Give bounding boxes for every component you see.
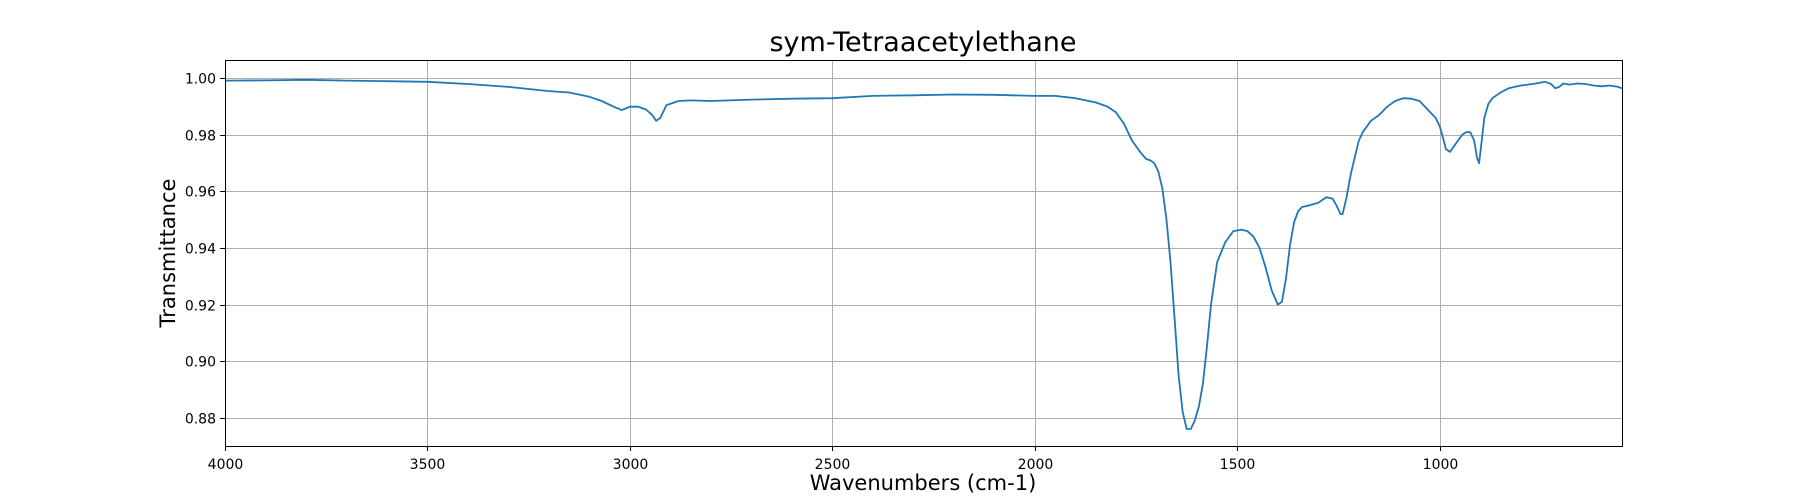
x-tick-label: 3500 <box>410 457 446 473</box>
x-tick-label: 3000 <box>613 457 649 473</box>
series-line-0 <box>224 78 1623 430</box>
y-tick-label: 0.92 <box>185 299 216 315</box>
y-tick-label: 0.88 <box>185 412 216 428</box>
x-axis-label: Wavenumbers (cm-1) <box>810 471 1037 495</box>
x-tick-label: 4000 <box>208 457 244 473</box>
y-tick-label: 0.96 <box>185 185 216 201</box>
x-tick-label: 1000 <box>1423 457 1459 473</box>
plot-frame <box>225 60 1623 447</box>
series-layer <box>224 78 1623 430</box>
chart-title: sym-Tetraacetylethane <box>769 27 1076 58</box>
y-tick-label: 1.00 <box>185 72 216 88</box>
x-grid <box>225 60 1441 446</box>
x-axis: 4000 3500 3000 2500 2000 1500 1000 <box>208 446 1459 473</box>
y-tick-label: 0.90 <box>185 355 216 371</box>
y-grid <box>225 78 1622 419</box>
y-axis: 0.88 0.90 0.92 0.94 0.96 0.98 1.00 <box>185 72 225 428</box>
y-axis-label: Transmittance <box>156 179 180 329</box>
x-tick-label: 1500 <box>1220 457 1256 473</box>
y-tick-label: 0.98 <box>185 129 216 145</box>
x-tick-label: 2500 <box>815 457 851 473</box>
y-tick-label: 0.94 <box>185 242 216 258</box>
x-tick-label: 2000 <box>1018 457 1054 473</box>
